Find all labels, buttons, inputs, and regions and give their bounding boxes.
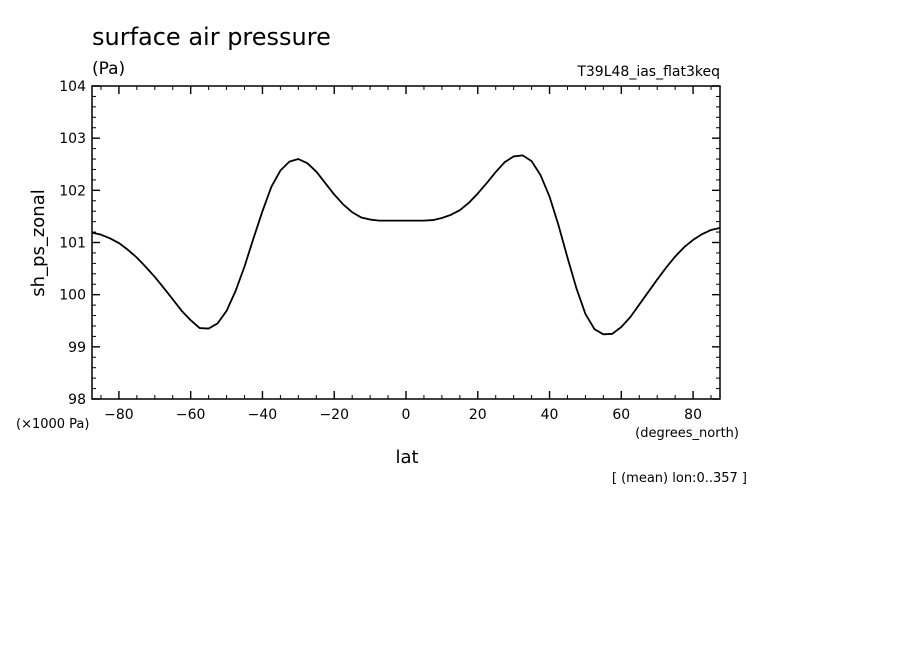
x-tick-label: −60 <box>176 407 206 423</box>
x-tick-label: 0 <box>402 407 411 423</box>
series-line <box>91 154 721 336</box>
x-tick-label: 20 <box>469 407 487 423</box>
y-tick-label: 101 <box>59 236 86 252</box>
x-tick-label: −40 <box>248 407 278 423</box>
y-tick-label: 103 <box>59 131 86 147</box>
y-tick-label: 100 <box>59 288 86 304</box>
y-axis-label: sh_ps_zonal <box>28 189 49 297</box>
mean-note: [ (mean) lon:0..357 ] <box>612 471 747 486</box>
x-units-label: (degrees_north) <box>635 426 739 441</box>
units-label: (Pa) <box>92 59 125 79</box>
y-tick-label: 99 <box>68 340 86 356</box>
run-label: T39L48_ias_flat3keq <box>576 64 720 80</box>
x-tick-label: −80 <box>104 407 134 423</box>
x-axis-label: lat <box>395 447 418 468</box>
plot-frame <box>91 85 721 400</box>
major-ticks <box>92 85 720 400</box>
y-tick-labels: 98 99 100 101 102 103 104 <box>59 79 86 408</box>
x-tick-label: 40 <box>541 407 559 423</box>
y-tick-label: 102 <box>59 183 86 199</box>
x-tick-labels: −80 −60 −40 −20 0 20 40 60 80 <box>104 407 702 423</box>
y-tick-label: 98 <box>68 392 86 408</box>
chart-title: surface air pressure <box>92 23 331 51</box>
y-scale-label: (×1000 Pa) <box>16 417 89 432</box>
y-tick-label: 104 <box>59 79 86 95</box>
x-tick-label: 60 <box>612 407 630 423</box>
x-tick-label: 80 <box>684 407 702 423</box>
minor-ticks <box>92 86 720 399</box>
x-tick-label: −20 <box>319 407 349 423</box>
